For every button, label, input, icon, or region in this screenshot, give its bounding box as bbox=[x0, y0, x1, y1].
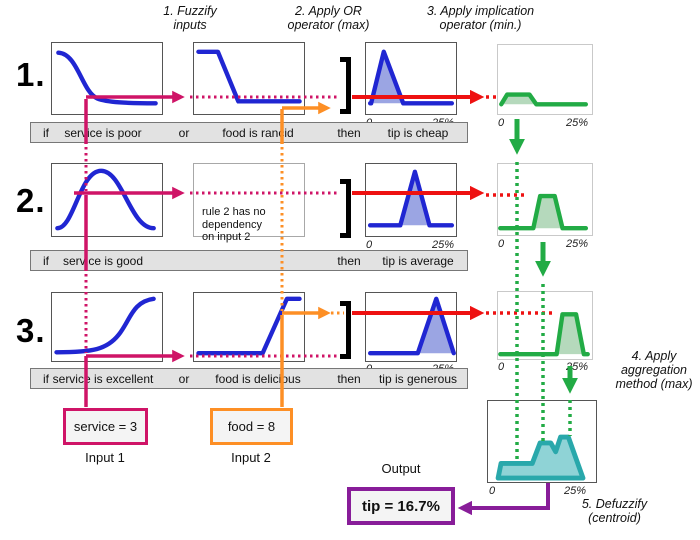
output-caption: Output bbox=[381, 461, 421, 476]
rule1-antecedent2: food is rancid bbox=[222, 126, 294, 140]
step5-label: 5. Defuzzify (centroid) bbox=[552, 497, 677, 525]
output-value: tip = 16.7% bbox=[362, 497, 440, 515]
step4-line2: aggregation bbox=[620, 363, 688, 377]
step1-line2: inputs bbox=[173, 18, 207, 32]
plot-food-delicious-mf bbox=[193, 292, 305, 362]
aggregate-shape bbox=[495, 434, 586, 481]
tip-generous-curve bbox=[368, 296, 456, 356]
step3-line2: operator (min.) bbox=[439, 18, 522, 32]
axis-zero: 0 bbox=[498, 238, 505, 250]
input1-caption: Input 1 bbox=[85, 450, 125, 465]
rule2-note-box: rule 2 has no dependency on input 2 bbox=[193, 163, 305, 243]
step2-line2: operator (max) bbox=[287, 18, 370, 32]
input2-caption: Input 2 bbox=[231, 450, 271, 465]
service-input-box: service = 3 bbox=[63, 408, 148, 445]
food-input-box: food = 8 bbox=[210, 408, 293, 445]
rule-1-number: 1. bbox=[16, 56, 46, 93]
step5-line1: 5. Defuzzify bbox=[581, 497, 648, 511]
axis-zero: 0 bbox=[498, 361, 505, 373]
rule3-or: or bbox=[178, 372, 190, 386]
plot-implication-rule3 bbox=[497, 291, 593, 360]
implication-rule3-shape bbox=[498, 312, 590, 357]
rule-2-number: 2. bbox=[16, 182, 46, 219]
food-delicious-curve bbox=[196, 296, 302, 356]
implication-rule2-shape bbox=[498, 193, 589, 231]
step1-line1: 1. Fuzzify bbox=[163, 4, 217, 18]
axis-max: 25% bbox=[566, 361, 589, 373]
rule1-consequent: tip is cheap bbox=[387, 126, 449, 140]
service-good-curve bbox=[55, 168, 156, 231]
step2-line1: 2. Apply OR bbox=[295, 4, 362, 18]
rule1-if: if bbox=[43, 126, 49, 140]
plot-service-excellent-mf bbox=[51, 292, 163, 362]
tip-average-curve bbox=[367, 169, 455, 228]
service-poor-curve bbox=[56, 50, 158, 106]
plot-implication-rule1 bbox=[497, 44, 593, 115]
rule3-then: then bbox=[337, 372, 361, 386]
rule-1-bar: if service is poor or food is rancid the… bbox=[30, 122, 468, 143]
rule2-if: if bbox=[43, 254, 49, 268]
step4-label: 4. Apply aggregation method (max) bbox=[598, 349, 700, 391]
rule2-note-line2: dependency bbox=[202, 218, 262, 231]
rule1-then: then bbox=[337, 126, 361, 140]
step5-line2: (centroid) bbox=[588, 511, 641, 525]
plot-implication-rule2 bbox=[497, 163, 593, 236]
plot-tip-generous-mf bbox=[365, 292, 457, 362]
axis-max: 25% bbox=[432, 239, 455, 251]
service-input-value: service = 3 bbox=[73, 419, 138, 434]
rule-3-number: 3. bbox=[16, 312, 46, 349]
axis-zero: 0 bbox=[489, 485, 496, 497]
rule2-antecedent1: service is good bbox=[62, 254, 144, 268]
implication-rule1-shape bbox=[499, 92, 589, 107]
step4-line1: 4. Apply bbox=[631, 349, 677, 363]
rule-3-bar: if service is excellent or food is delic… bbox=[30, 368, 468, 389]
rule1-antecedent1: service is poor bbox=[64, 126, 142, 140]
axis-zero: 0 bbox=[366, 239, 373, 251]
axis-max: 25% bbox=[564, 485, 587, 497]
tip-cheap-curve bbox=[367, 49, 455, 106]
rule3-consequent: tip is generous bbox=[378, 372, 458, 386]
or-bracket-rule1 bbox=[340, 57, 351, 114]
defuzzify-arrow bbox=[457, 483, 550, 516]
rule-2-bar: if service is good then tip is average bbox=[30, 250, 468, 271]
step4-line3: method (max) bbox=[615, 377, 693, 391]
rule2-note-line1: rule 2 has no bbox=[202, 206, 266, 218]
or-bracket-rule2 bbox=[340, 179, 351, 238]
rule2-consequent: tip is average bbox=[382, 254, 454, 268]
step3-label: 3. Apply implication operator (min.) bbox=[398, 4, 563, 32]
plot-tip-cheap-mf bbox=[365, 42, 457, 115]
plot-aggregate-output bbox=[487, 400, 597, 483]
axis-max: 25% bbox=[566, 238, 589, 250]
rule3-antecedent2: food is delicious bbox=[215, 372, 301, 386]
rule3-antecedent1: service is excellent bbox=[52, 372, 154, 386]
food-rancid-curve bbox=[196, 49, 302, 104]
service-excellent-curve bbox=[54, 296, 156, 355]
plot-food-rancid-mf bbox=[193, 42, 305, 115]
rule2-note-line3: on input 2 bbox=[202, 231, 251, 243]
step2-label: 2. Apply OR operator (max) bbox=[256, 4, 401, 32]
rule1-or: or bbox=[178, 126, 190, 140]
rule2-then: then bbox=[337, 254, 361, 268]
step1-label: 1. Fuzzify inputs bbox=[120, 4, 260, 32]
plot-tip-average-mf bbox=[365, 163, 457, 237]
or-bracket-rule3 bbox=[340, 301, 351, 359]
axis-max: 25% bbox=[566, 117, 589, 129]
output-value-box: tip = 16.7% bbox=[347, 487, 455, 525]
rule3-if: if bbox=[43, 372, 49, 386]
food-input-value: food = 8 bbox=[227, 419, 276, 434]
step3-line1: 3. Apply implication bbox=[426, 4, 535, 18]
plot-service-poor-mf bbox=[51, 42, 163, 115]
plot-service-good-mf bbox=[51, 163, 163, 237]
axis-zero: 0 bbox=[498, 117, 505, 129]
